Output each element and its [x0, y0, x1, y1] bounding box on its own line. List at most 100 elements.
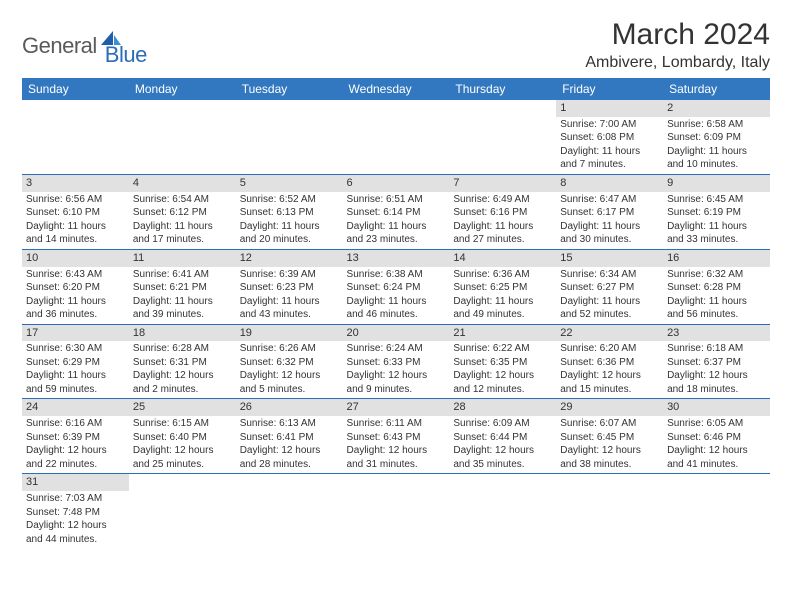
day-body: Sunrise: 7:03 AMSunset: 7:48 PMDaylight:…	[22, 492, 129, 548]
calendar-cell: 18Sunrise: 6:28 AMSunset: 6:31 PMDayligh…	[129, 324, 236, 399]
sunset-text: Sunset: 6:37 PM	[667, 356, 766, 370]
day-number: 31	[22, 474, 129, 491]
day-number: 28	[449, 399, 556, 416]
sunrise-text: Sunrise: 6:56 AM	[26, 193, 125, 207]
calendar-cell: 9Sunrise: 6:45 AMSunset: 6:19 PMDaylight…	[663, 174, 770, 249]
sunset-text: Sunset: 6:10 PM	[26, 206, 125, 220]
sunrise-text: Sunrise: 6:58 AM	[667, 118, 766, 132]
day-body: Sunrise: 6:38 AMSunset: 6:24 PMDaylight:…	[343, 268, 450, 324]
daylight-text: Daylight: 11 hours and 30 minutes.	[560, 220, 659, 247]
daylight-text: Daylight: 11 hours and 7 minutes.	[560, 145, 659, 172]
sunset-text: Sunset: 6:19 PM	[667, 206, 766, 220]
sunrise-text: Sunrise: 6:15 AM	[133, 417, 232, 431]
sunrise-text: Sunrise: 6:51 AM	[347, 193, 446, 207]
header: General Blue March 2024 Ambivere, Lombar…	[22, 18, 770, 72]
day-body: Sunrise: 6:07 AMSunset: 6:45 PMDaylight:…	[556, 417, 663, 473]
day-number: 19	[236, 325, 343, 342]
sunrise-text: Sunrise: 6:16 AM	[26, 417, 125, 431]
sunrise-text: Sunrise: 6:47 AM	[560, 193, 659, 207]
sunset-text: Sunset: 6:35 PM	[453, 356, 552, 370]
calendar-row: 10Sunrise: 6:43 AMSunset: 6:20 PMDayligh…	[22, 249, 770, 324]
sunrise-text: Sunrise: 6:18 AM	[667, 342, 766, 356]
calendar-cell	[556, 474, 663, 548]
calendar-cell: 14Sunrise: 6:36 AMSunset: 6:25 PMDayligh…	[449, 249, 556, 324]
calendar-cell: 25Sunrise: 6:15 AMSunset: 6:40 PMDayligh…	[129, 399, 236, 474]
weekday-header: Saturday	[663, 78, 770, 100]
daylight-text: Daylight: 11 hours and 33 minutes.	[667, 220, 766, 247]
weekday-header: Thursday	[449, 78, 556, 100]
daylight-text: Daylight: 12 hours and 44 minutes.	[26, 519, 125, 546]
calendar-cell: 30Sunrise: 6:05 AMSunset: 6:46 PMDayligh…	[663, 399, 770, 474]
calendar-cell: 11Sunrise: 6:41 AMSunset: 6:21 PMDayligh…	[129, 249, 236, 324]
calendar-cell: 8Sunrise: 6:47 AMSunset: 6:17 PMDaylight…	[556, 174, 663, 249]
daylight-text: Daylight: 12 hours and 35 minutes.	[453, 444, 552, 471]
day-number: 25	[129, 399, 236, 416]
sunset-text: Sunset: 6:27 PM	[560, 281, 659, 295]
sunset-text: Sunset: 6:08 PM	[560, 131, 659, 145]
calendar-cell: 22Sunrise: 6:20 AMSunset: 6:36 PMDayligh…	[556, 324, 663, 399]
daylight-text: Daylight: 11 hours and 43 minutes.	[240, 295, 339, 322]
sunrise-text: Sunrise: 6:24 AM	[347, 342, 446, 356]
sunset-text: Sunset: 7:48 PM	[26, 506, 125, 520]
sunrise-text: Sunrise: 7:00 AM	[560, 118, 659, 132]
daylight-text: Daylight: 11 hours and 39 minutes.	[133, 295, 232, 322]
day-body: Sunrise: 6:11 AMSunset: 6:43 PMDaylight:…	[343, 417, 450, 473]
calendar-cell: 16Sunrise: 6:32 AMSunset: 6:28 PMDayligh…	[663, 249, 770, 324]
calendar-cell: 20Sunrise: 6:24 AMSunset: 6:33 PMDayligh…	[343, 324, 450, 399]
sunrise-text: Sunrise: 6:26 AM	[240, 342, 339, 356]
daylight-text: Daylight: 11 hours and 49 minutes.	[453, 295, 552, 322]
weekday-header: Sunday	[22, 78, 129, 100]
calendar-cell: 5Sunrise: 6:52 AMSunset: 6:13 PMDaylight…	[236, 174, 343, 249]
day-number: 1	[556, 100, 663, 117]
calendar-cell	[129, 474, 236, 548]
calendar-cell	[449, 474, 556, 548]
calendar-cell: 2Sunrise: 6:58 AMSunset: 6:09 PMDaylight…	[663, 100, 770, 174]
sunrise-text: Sunrise: 6:43 AM	[26, 268, 125, 282]
day-number: 22	[556, 325, 663, 342]
calendar-cell: 10Sunrise: 6:43 AMSunset: 6:20 PMDayligh…	[22, 249, 129, 324]
sunrise-text: Sunrise: 6:22 AM	[453, 342, 552, 356]
calendar-cell: 23Sunrise: 6:18 AMSunset: 6:37 PMDayligh…	[663, 324, 770, 399]
day-body: Sunrise: 6:54 AMSunset: 6:12 PMDaylight:…	[129, 193, 236, 249]
day-number: 11	[129, 250, 236, 267]
sunrise-text: Sunrise: 6:36 AM	[453, 268, 552, 282]
logo-text-blue: Blue	[105, 42, 147, 68]
sunrise-text: Sunrise: 6:32 AM	[667, 268, 766, 282]
sunset-text: Sunset: 6:46 PM	[667, 431, 766, 445]
day-body: Sunrise: 6:09 AMSunset: 6:44 PMDaylight:…	[449, 417, 556, 473]
sunset-text: Sunset: 6:16 PM	[453, 206, 552, 220]
weekday-header: Monday	[129, 78, 236, 100]
daylight-text: Daylight: 12 hours and 5 minutes.	[240, 369, 339, 396]
calendar-row: 17Sunrise: 6:30 AMSunset: 6:29 PMDayligh…	[22, 324, 770, 399]
day-body: Sunrise: 6:58 AMSunset: 6:09 PMDaylight:…	[663, 118, 770, 174]
day-number: 13	[343, 250, 450, 267]
sunrise-text: Sunrise: 6:09 AM	[453, 417, 552, 431]
day-body: Sunrise: 6:39 AMSunset: 6:23 PMDaylight:…	[236, 268, 343, 324]
calendar-row: 1Sunrise: 7:00 AMSunset: 6:08 PMDaylight…	[22, 100, 770, 174]
day-number: 21	[449, 325, 556, 342]
day-body: Sunrise: 6:32 AMSunset: 6:28 PMDaylight:…	[663, 268, 770, 324]
calendar-cell	[236, 100, 343, 174]
day-body: Sunrise: 6:36 AMSunset: 6:25 PMDaylight:…	[449, 268, 556, 324]
daylight-text: Daylight: 12 hours and 22 minutes.	[26, 444, 125, 471]
daylight-text: Daylight: 12 hours and 9 minutes.	[347, 369, 446, 396]
sunset-text: Sunset: 6:33 PM	[347, 356, 446, 370]
day-number: 24	[22, 399, 129, 416]
daylight-text: Daylight: 11 hours and 17 minutes.	[133, 220, 232, 247]
calendar-cell: 6Sunrise: 6:51 AMSunset: 6:14 PMDaylight…	[343, 174, 450, 249]
day-body: Sunrise: 6:16 AMSunset: 6:39 PMDaylight:…	[22, 417, 129, 473]
daylight-text: Daylight: 12 hours and 12 minutes.	[453, 369, 552, 396]
day-body: Sunrise: 6:26 AMSunset: 6:32 PMDaylight:…	[236, 342, 343, 398]
sunset-text: Sunset: 6:13 PM	[240, 206, 339, 220]
calendar-cell	[236, 474, 343, 548]
sunset-text: Sunset: 6:20 PM	[26, 281, 125, 295]
sunset-text: Sunset: 6:39 PM	[26, 431, 125, 445]
daylight-text: Daylight: 12 hours and 18 minutes.	[667, 369, 766, 396]
day-number: 15	[556, 250, 663, 267]
calendar-cell: 17Sunrise: 6:30 AMSunset: 6:29 PMDayligh…	[22, 324, 129, 399]
sunset-text: Sunset: 6:36 PM	[560, 356, 659, 370]
day-body: Sunrise: 6:47 AMSunset: 6:17 PMDaylight:…	[556, 193, 663, 249]
sunrise-text: Sunrise: 6:54 AM	[133, 193, 232, 207]
calendar-cell: 13Sunrise: 6:38 AMSunset: 6:24 PMDayligh…	[343, 249, 450, 324]
calendar-table: Sunday Monday Tuesday Wednesday Thursday…	[22, 78, 770, 548]
